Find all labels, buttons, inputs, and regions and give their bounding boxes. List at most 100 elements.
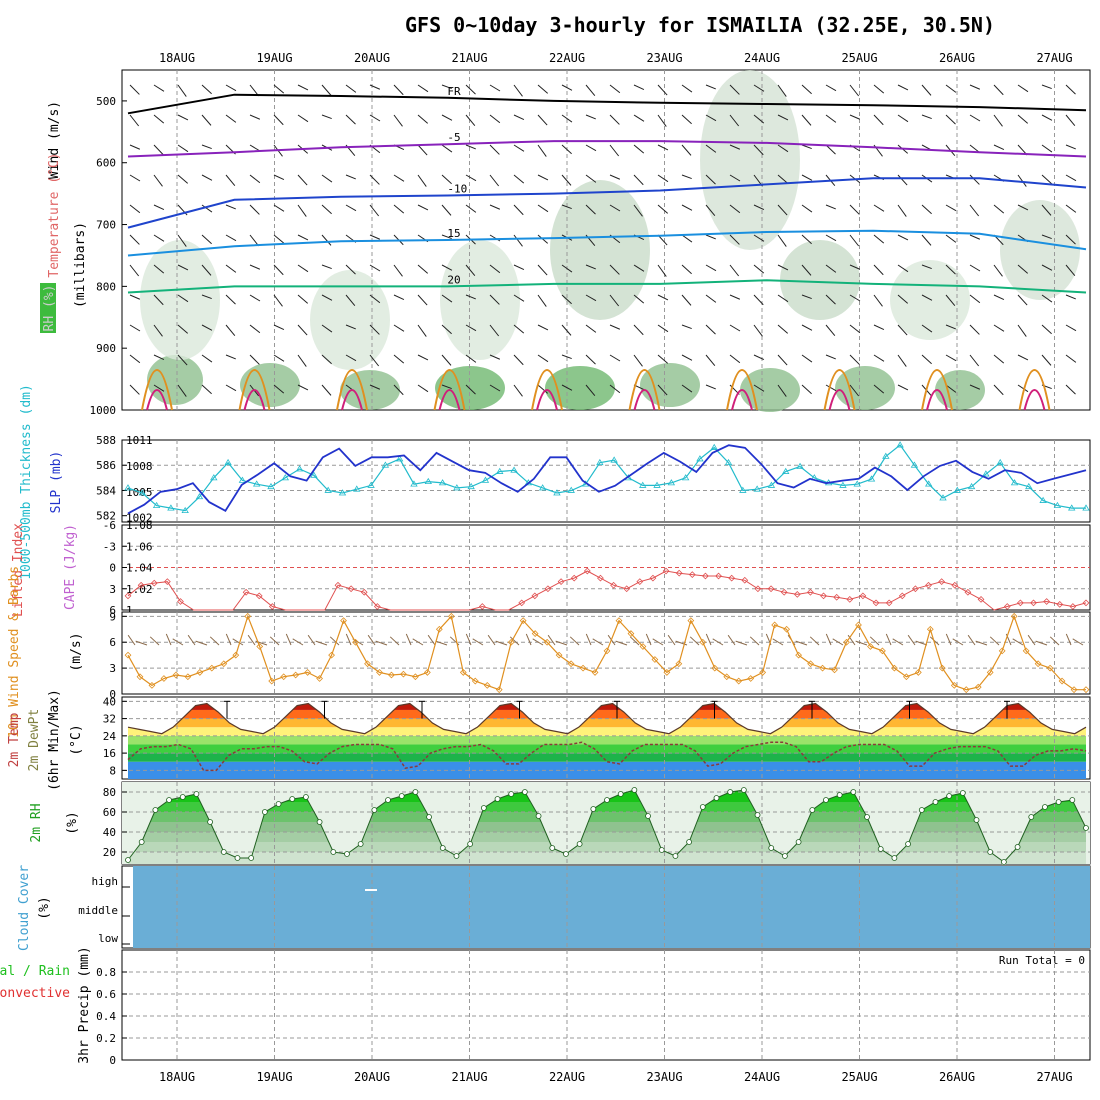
wind-barb [389, 636, 400, 646]
li-marker [767, 585, 775, 593]
wind-barb [873, 264, 884, 276]
wind-barb [393, 264, 403, 277]
wind-barb [825, 114, 837, 123]
wind-barb [729, 354, 741, 364]
thickness-marker [782, 467, 790, 474]
wind-barb [225, 354, 236, 360]
rh-marker [782, 853, 788, 859]
wind-barb [513, 384, 523, 397]
wind-barb [657, 384, 668, 396]
wind-marker [974, 683, 982, 691]
series-line [127, 444, 1087, 515]
wind-barb [427, 634, 436, 646]
wind-barb [225, 384, 237, 392]
wind-barb [657, 294, 669, 301]
wind-barb [225, 324, 236, 337]
wind-barb [201, 324, 213, 331]
wind-marker [771, 621, 779, 629]
wind-barb [321, 354, 332, 365]
wind-barb [129, 384, 140, 395]
isotherm [127, 140, 1087, 158]
li-marker [793, 591, 801, 598]
wind-barb [609, 84, 621, 94]
wind-barb [1041, 174, 1052, 185]
wind-marker [423, 669, 431, 676]
rh-marker [1014, 844, 1021, 850]
wind-barb [921, 294, 933, 301]
wind-barb [417, 204, 429, 211]
wind-barb [681, 384, 693, 393]
cloud-tick: middle [78, 904, 118, 917]
rh-marker [508, 791, 515, 797]
li-marker [859, 592, 867, 600]
wind-barb [585, 84, 596, 97]
wind-barb [249, 264, 261, 270]
wind-barb [825, 384, 837, 392]
wind-barb [561, 84, 573, 91]
li-marker [780, 588, 788, 596]
wind-barb [993, 264, 1003, 277]
upper-units-label: (millibars) [73, 222, 88, 308]
rh-marker [576, 841, 583, 847]
wind-barb [753, 144, 764, 156]
wind-barb [777, 384, 787, 397]
temp2m-minmax-label: (6hr Min/Max) [47, 689, 62, 791]
thickness-marker [338, 489, 347, 496]
wind-barb [993, 84, 1004, 96]
wind-barb [657, 144, 669, 151]
wind-barb [465, 324, 477, 332]
rh2m-label: 2m RH [29, 803, 44, 842]
wind-barb [1065, 84, 1076, 95]
wind-barb [777, 174, 789, 184]
wind-barb [897, 324, 908, 336]
wind-barb [249, 324, 261, 334]
wind-marker [148, 681, 156, 689]
hot-contour [1023, 389, 1046, 411]
wind-barb [273, 84, 285, 94]
rh-marker [905, 841, 911, 847]
li-marker [570, 574, 578, 582]
wind-barb [801, 354, 813, 363]
rh-marker [166, 797, 172, 803]
rh-marker [877, 846, 884, 852]
wind-barb [873, 84, 885, 94]
wind-barb [1012, 638, 1024, 646]
wind-barb [585, 174, 597, 183]
wind-barb [705, 174, 716, 185]
wind-marker [328, 651, 335, 659]
wind-barb [329, 636, 340, 646]
warm-contour [726, 369, 758, 411]
wind-barb [297, 174, 308, 186]
thickness-marker [896, 441, 904, 448]
wind-barb [801, 384, 812, 395]
wind-barb [681, 144, 692, 156]
wind-marker [136, 673, 144, 681]
rh-blob [740, 368, 800, 412]
rh2m-fill [122, 782, 1090, 864]
date-label-top: 22AUG [549, 51, 585, 65]
wind-barb [297, 114, 309, 123]
wind-barb [561, 174, 572, 186]
isotherm [127, 93, 1087, 115]
rh-marker [330, 849, 337, 855]
wind-barb [417, 384, 429, 393]
rh-blob [550, 180, 650, 320]
tick-label: 700 [96, 219, 116, 232]
thickness-marker [424, 477, 432, 485]
rh-marker [248, 855, 255, 861]
wind-barb [753, 114, 765, 124]
wind-barb [609, 264, 620, 275]
wind-marker [1058, 677, 1066, 685]
thickness-marker [210, 474, 218, 481]
upper-wind-label: Wind (m/s) [47, 101, 62, 179]
wind-barb [417, 84, 429, 93]
slp-tick: 1008 [126, 460, 153, 473]
tick-label: 0.8 [96, 966, 116, 979]
wind-barb [489, 264, 501, 274]
thickness-marker [124, 484, 132, 491]
li-marker [597, 574, 604, 582]
rh-blob [890, 260, 970, 340]
rh-marker [1069, 797, 1076, 803]
wind-barb [441, 84, 452, 90]
thickness-marker [1039, 496, 1047, 503]
